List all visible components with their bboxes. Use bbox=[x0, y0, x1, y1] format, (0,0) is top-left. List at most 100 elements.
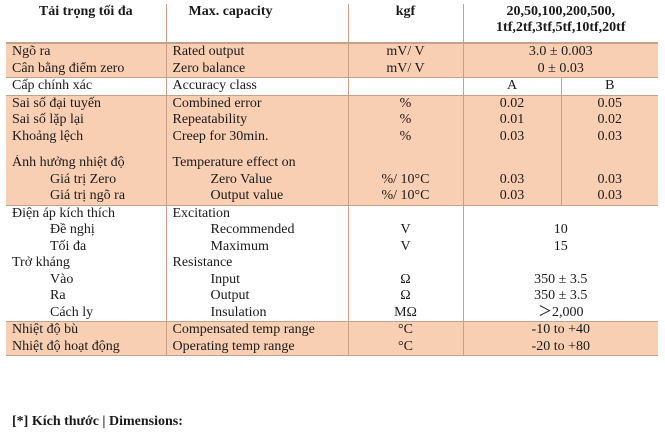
table-row: Sai số đại tuyến Combined error % 0.02 0… bbox=[6, 94, 659, 112]
table-row: Nhiệt độ hoạt động Operating temp range … bbox=[6, 338, 659, 356]
row-excitation-en: Excitation bbox=[166, 204, 349, 222]
row-zero-unit: mV/ V bbox=[348, 60, 464, 78]
row-temp-zero-unit: %/ 10°C bbox=[348, 171, 464, 188]
row-res-ins-vi: Cách ly bbox=[6, 304, 167, 322]
header-capacities: 20,50,100,200,500, 1tf,2tf,3tf,5tf,10tf,2… bbox=[463, 4, 659, 44]
header-unit: kgf bbox=[348, 4, 464, 44]
row-op-temp-value: -20 to +80 bbox=[463, 338, 659, 356]
row-accuracy-b: B bbox=[561, 77, 659, 95]
row-exc-max-en: Maximum bbox=[166, 238, 349, 255]
row-res-out-vi: Ra bbox=[6, 288, 167, 305]
row-exc-max-unit: V bbox=[348, 238, 464, 255]
row-temp-out-a: 0.03 bbox=[463, 188, 562, 205]
row-resistance-vi: Trở kháng bbox=[6, 255, 167, 272]
row-combined-a: 0.02 bbox=[463, 94, 562, 112]
row-res-in-vi: Vào bbox=[6, 271, 167, 288]
table-row: Cách ly Insulation MΩ ＞2,000 bbox=[6, 304, 659, 322]
row-repeat-b: 0.02 bbox=[561, 112, 659, 129]
dimensions-footnote: [*] Kích thước | Dimensions: bbox=[12, 414, 183, 429]
row-combined-en: Combined error bbox=[166, 94, 349, 112]
table-row: Sai số lặp lại Repeatability % 0.01 0.02 bbox=[6, 112, 659, 129]
row-temp-zero-b: 0.03 bbox=[561, 171, 659, 188]
row-res-ins-unit: MΩ bbox=[348, 304, 464, 322]
table-row-spacer bbox=[6, 145, 659, 155]
table-row: Vào Input Ω 350 ± 3.5 bbox=[6, 271, 659, 288]
table-header-row: Tải trọng tối đa Max. capacity kgf 20,50… bbox=[6, 4, 659, 44]
row-repeat-a: 0.01 bbox=[463, 112, 562, 129]
table-row: Trở kháng Resistance bbox=[6, 255, 659, 272]
row-accuracy-vi: Cấp chính xác bbox=[6, 77, 167, 95]
row-resistance-en: Resistance bbox=[166, 255, 349, 272]
row-exc-rec-en: Recommended bbox=[166, 222, 349, 239]
table-row: Ra Output Ω 350 ± 3.5 bbox=[6, 288, 659, 305]
spec-table: Tải trọng tối đa Max. capacity kgf 20,50… bbox=[6, 4, 659, 356]
row-creep-a: 0.03 bbox=[463, 128, 562, 145]
row-res-out-value: 350 ± 3.5 bbox=[463, 288, 659, 305]
row-creep-vi: Khoảng lệch bbox=[6, 128, 167, 145]
header-capacities-line2: 1tf,2tf,3tf,5tf,10tf,20tf bbox=[496, 20, 626, 35]
table-row: Giá trị ngõ ra Output value %/ 10°C 0.03… bbox=[6, 188, 659, 205]
row-comp-temp-value: -10 to +40 bbox=[463, 321, 659, 339]
header-capacity-en: Max. capacity bbox=[166, 4, 349, 44]
row-creep-b: 0.03 bbox=[561, 128, 659, 145]
row-repeat-en: Repeatability bbox=[166, 112, 349, 129]
row-output-en: Rated output bbox=[166, 42, 349, 61]
row-res-in-unit: Ω bbox=[348, 271, 464, 288]
row-combined-b: 0.05 bbox=[561, 94, 659, 112]
row-creep-unit: % bbox=[348, 128, 464, 145]
row-temp-zero-vi: Giá trị Zero bbox=[6, 171, 167, 188]
row-accuracy-a: A bbox=[463, 77, 562, 95]
header-capacities-line1: 20,50,100,200,500, bbox=[506, 4, 616, 19]
row-temp-en: Temperature effect on bbox=[166, 155, 349, 172]
row-temp-vi: Ảnh hưởng nhiệt độ bbox=[6, 155, 167, 172]
row-op-temp-vi: Nhiệt độ hoạt động bbox=[6, 338, 167, 356]
row-excitation-vi: Điện áp kích thích bbox=[6, 204, 167, 222]
row-comp-temp-vi: Nhiệt độ bù bbox=[6, 321, 167, 339]
row-accuracy-en: Accuracy class bbox=[166, 77, 349, 95]
row-zero-value: 0 ± 0.03 bbox=[463, 60, 659, 78]
row-exc-rec-unit: V bbox=[348, 222, 464, 239]
table-row: Giá trị Zero Zero Value %/ 10°C 0.03 0.0… bbox=[6, 171, 659, 188]
row-temp-out-en: Output value bbox=[166, 188, 349, 205]
row-temp-out-vi: Giá trị ngõ ra bbox=[6, 188, 167, 205]
row-zero-vi: Cân bằng điểm zero bbox=[6, 60, 167, 78]
table-row: Đề nghị Recommended V 10 bbox=[6, 222, 659, 239]
row-temp-zero-a: 0.03 bbox=[463, 171, 562, 188]
row-combined-unit: % bbox=[348, 94, 464, 112]
header-capacity-vi: Tải trọng tối đa bbox=[6, 4, 167, 44]
table-row: Điện áp kích thích Excitation bbox=[6, 204, 659, 222]
row-res-out-en: Output bbox=[166, 288, 349, 305]
row-exc-max-vi: Tối đa bbox=[6, 238, 167, 255]
row-output-vi: Ngõ ra bbox=[6, 42, 167, 61]
row-comp-temp-en: Compensated temp range bbox=[166, 321, 349, 339]
row-output-unit: mV/ V bbox=[348, 42, 464, 61]
row-exc-rec-vi: Đề nghị bbox=[6, 222, 167, 239]
row-res-out-unit: Ω bbox=[348, 288, 464, 305]
row-temp-out-unit: %/ 10°C bbox=[348, 188, 464, 205]
row-res-in-value: 350 ± 3.5 bbox=[463, 271, 659, 288]
row-zero-en: Zero balance bbox=[166, 60, 349, 78]
row-combined-vi: Sai số đại tuyến bbox=[6, 94, 167, 112]
table-row: Cấp chính xác Accuracy class A B bbox=[6, 77, 659, 95]
row-comp-temp-unit: °C bbox=[348, 321, 464, 339]
row-op-temp-unit: °C bbox=[348, 338, 464, 356]
row-res-in-en: Input bbox=[166, 271, 349, 288]
table-row: Ngõ ra Rated output mV/ V 3.0 ± 0.003 bbox=[6, 42, 659, 61]
table-row: Nhiệt độ bù Compensated temp range °C -1… bbox=[6, 321, 659, 339]
table-row: Tối đa Maximum V 15 bbox=[6, 238, 659, 255]
row-res-ins-value: ＞2,000 bbox=[463, 304, 659, 322]
row-op-temp-en: Operating temp range bbox=[166, 338, 349, 356]
row-creep-en: Creep for 30min. bbox=[166, 128, 349, 145]
row-accuracy-unit bbox=[348, 77, 464, 95]
row-exc-rec-value: 10 bbox=[463, 222, 659, 239]
row-exc-max-value: 15 bbox=[463, 238, 659, 255]
row-temp-out-b: 0.03 bbox=[561, 188, 659, 205]
row-res-ins-en: Insulation bbox=[166, 304, 349, 322]
table-row: Khoảng lệch Creep for 30min. % 0.03 0.03 bbox=[6, 128, 659, 145]
row-temp-zero-en: Zero Value bbox=[166, 171, 349, 188]
row-repeat-unit: % bbox=[348, 112, 464, 129]
row-output-value: 3.0 ± 0.003 bbox=[463, 42, 659, 61]
row-repeat-vi: Sai số lặp lại bbox=[6, 112, 167, 129]
table-row: Cân bằng điểm zero Zero balance mV/ V 0 … bbox=[6, 60, 659, 78]
